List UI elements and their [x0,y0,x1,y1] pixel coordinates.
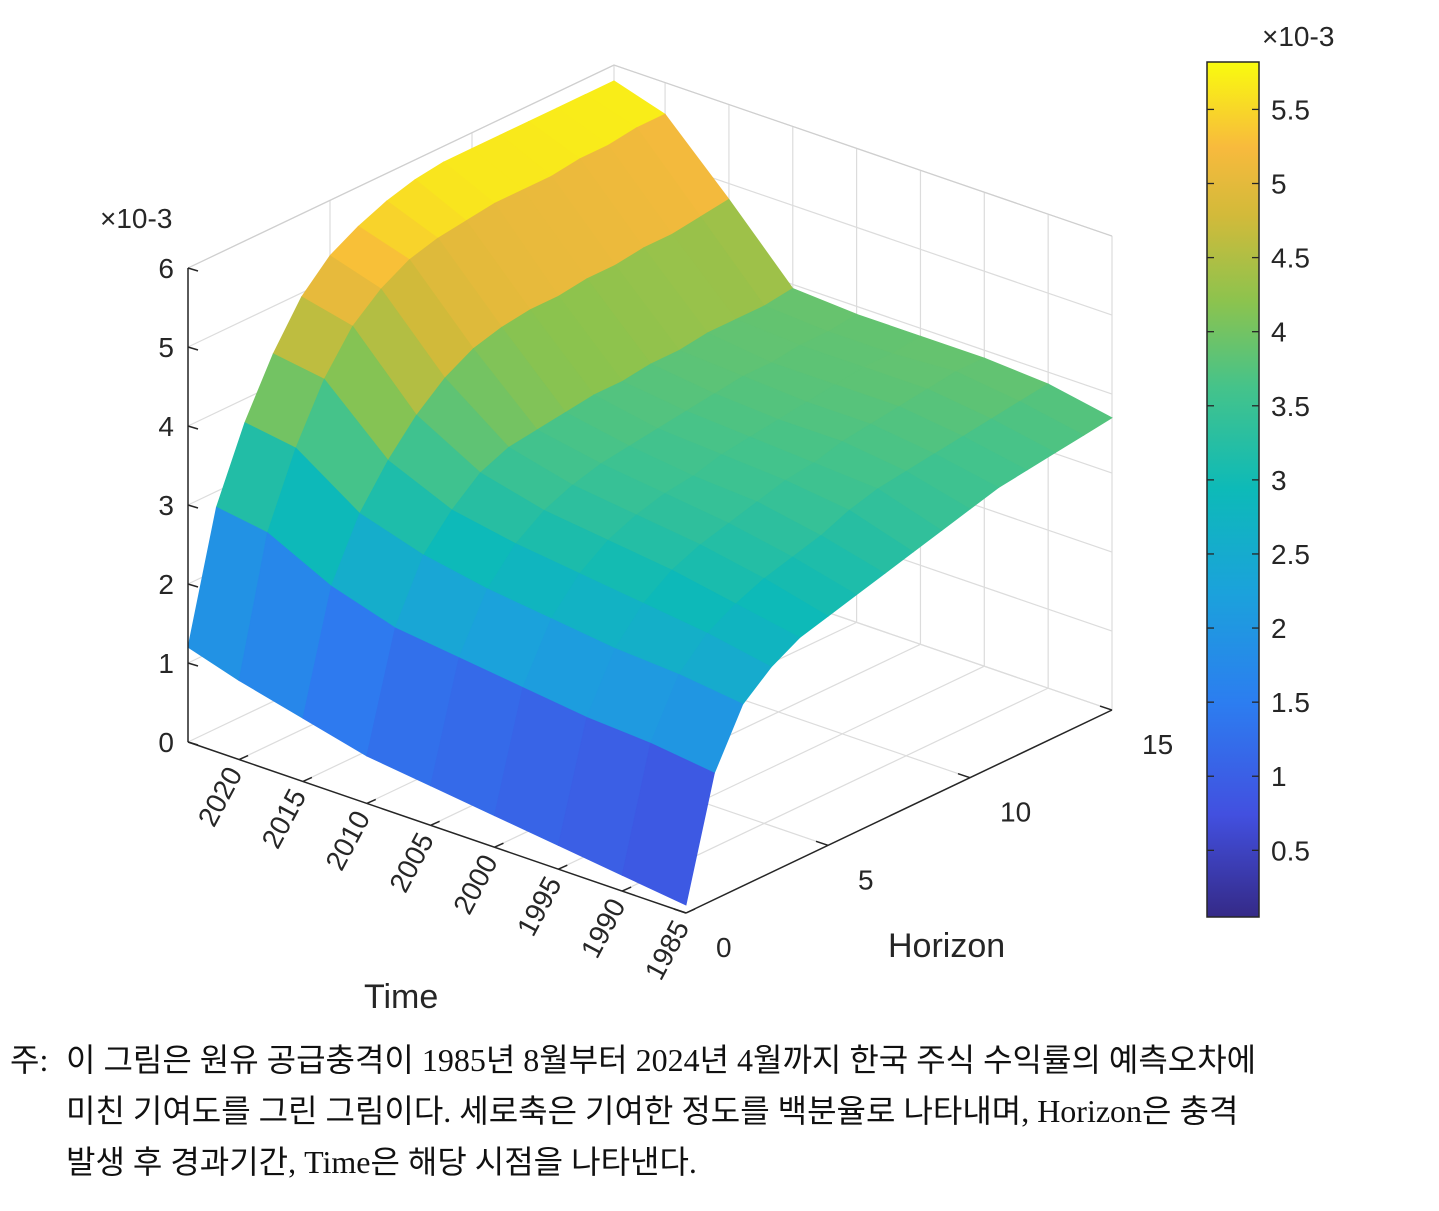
z-tick-mark [187,267,199,272]
z-axis-ticks: 0 1 2 3 4 5 6 [158,253,199,758]
surface-mesh [187,80,1113,906]
caption-line-3: 발생 후 경과기간, Time은 해당 시점을 나타낸다. [66,1144,697,1180]
horizon-tick-mark [815,840,829,847]
colorbar-tick-label: 5 [1271,169,1287,200]
colorbar-tick-label: 0.5 [1271,835,1310,866]
z-tick-label: 5 [158,332,174,363]
colorbar-tick-label: 2 [1271,613,1287,644]
horizon-axis-line [685,709,1113,914]
z-tick-label: 2 [158,569,174,600]
time-tick-mark [558,864,568,870]
colorbar-tick-label: 2.5 [1271,539,1310,570]
time-axis-line [187,741,687,914]
time-tick-mark [302,776,313,783]
grid-top-edges [187,64,1113,269]
z-tick-label: 0 [158,727,174,758]
horizon-tick-mark [1099,705,1113,711]
colorbar-exponent-label: ×10-3 [1262,21,1334,52]
time-tick-label: 2015 [256,784,313,854]
time-tick-mark [430,820,440,826]
z-tick-mark [187,504,199,509]
horizon-tick-mark [673,908,687,914]
colorbar-ticks: 0.5 1 1.5 2 2.5 3 3.5 4 4.5 5 5.5 [1207,94,1310,866]
time-tick-label: 2005 [383,828,440,898]
z-tick-mark [187,583,199,588]
horizon-tick-label: 15 [1142,729,1173,760]
horizon-tick-label: 0 [716,932,732,963]
time-tick-label: 2010 [319,806,376,876]
z-tick-label: 3 [158,490,174,521]
z-tick-label: 6 [158,253,174,284]
colorbar [1206,61,1260,918]
colorbar-tick-label: 1 [1271,761,1287,792]
colorbar-tick-label: 3 [1271,465,1287,496]
time-tick-label: 1985 [639,915,696,985]
surface-patch [621,742,715,906]
colorbar-tick-label: 3.5 [1271,391,1310,422]
time-tick-mark [494,842,504,848]
colorbar-tick-label: 5.5 [1271,94,1310,125]
horizon-tick-mark [957,772,971,779]
horizon-tick-label: 10 [1000,797,1031,828]
z-tick-label: 4 [158,411,174,442]
caption-prefix: 주: [10,1042,49,1078]
z-tick-mark [187,346,199,351]
z-tick-mark [187,662,199,667]
time-tick-mark [621,886,632,892]
time-tick-label: 2000 [447,849,504,919]
caption-line-2: 미친 기여도를 그린 그림이다. 세로축은 기여한 정도를 백분율로 나타내며,… [66,1093,1239,1129]
caption-line-1: 이 그림은 원유 공급충격이 1985년 8월부터 2024년 4월까지 한국 … [66,1042,1257,1078]
colorbar-tick-label: 1.5 [1271,687,1310,718]
z-tick-mark [187,741,199,746]
colorbar-tick-label: 4 [1271,317,1287,348]
z-tick-mark [187,425,199,430]
time-tick-mark [685,908,696,914]
z-exponent-label: ×10-3 [100,203,172,234]
time-tick-mark [366,798,377,805]
horizon-axis-label: Horizon [888,927,1005,965]
time-tick-label: 2020 [192,762,249,832]
time-axis-label: Time [364,978,438,1016]
horizon-tick-label: 5 [858,864,874,895]
z-tick-label: 1 [158,648,174,679]
time-tick-mark [238,754,249,761]
time-tick-label: 1995 [511,871,568,941]
time-tick-label: 1990 [575,893,632,963]
horizon-axis-ticks: 0 5 10 15 [673,705,1173,963]
colorbar-tick-label: 4.5 [1271,243,1310,274]
